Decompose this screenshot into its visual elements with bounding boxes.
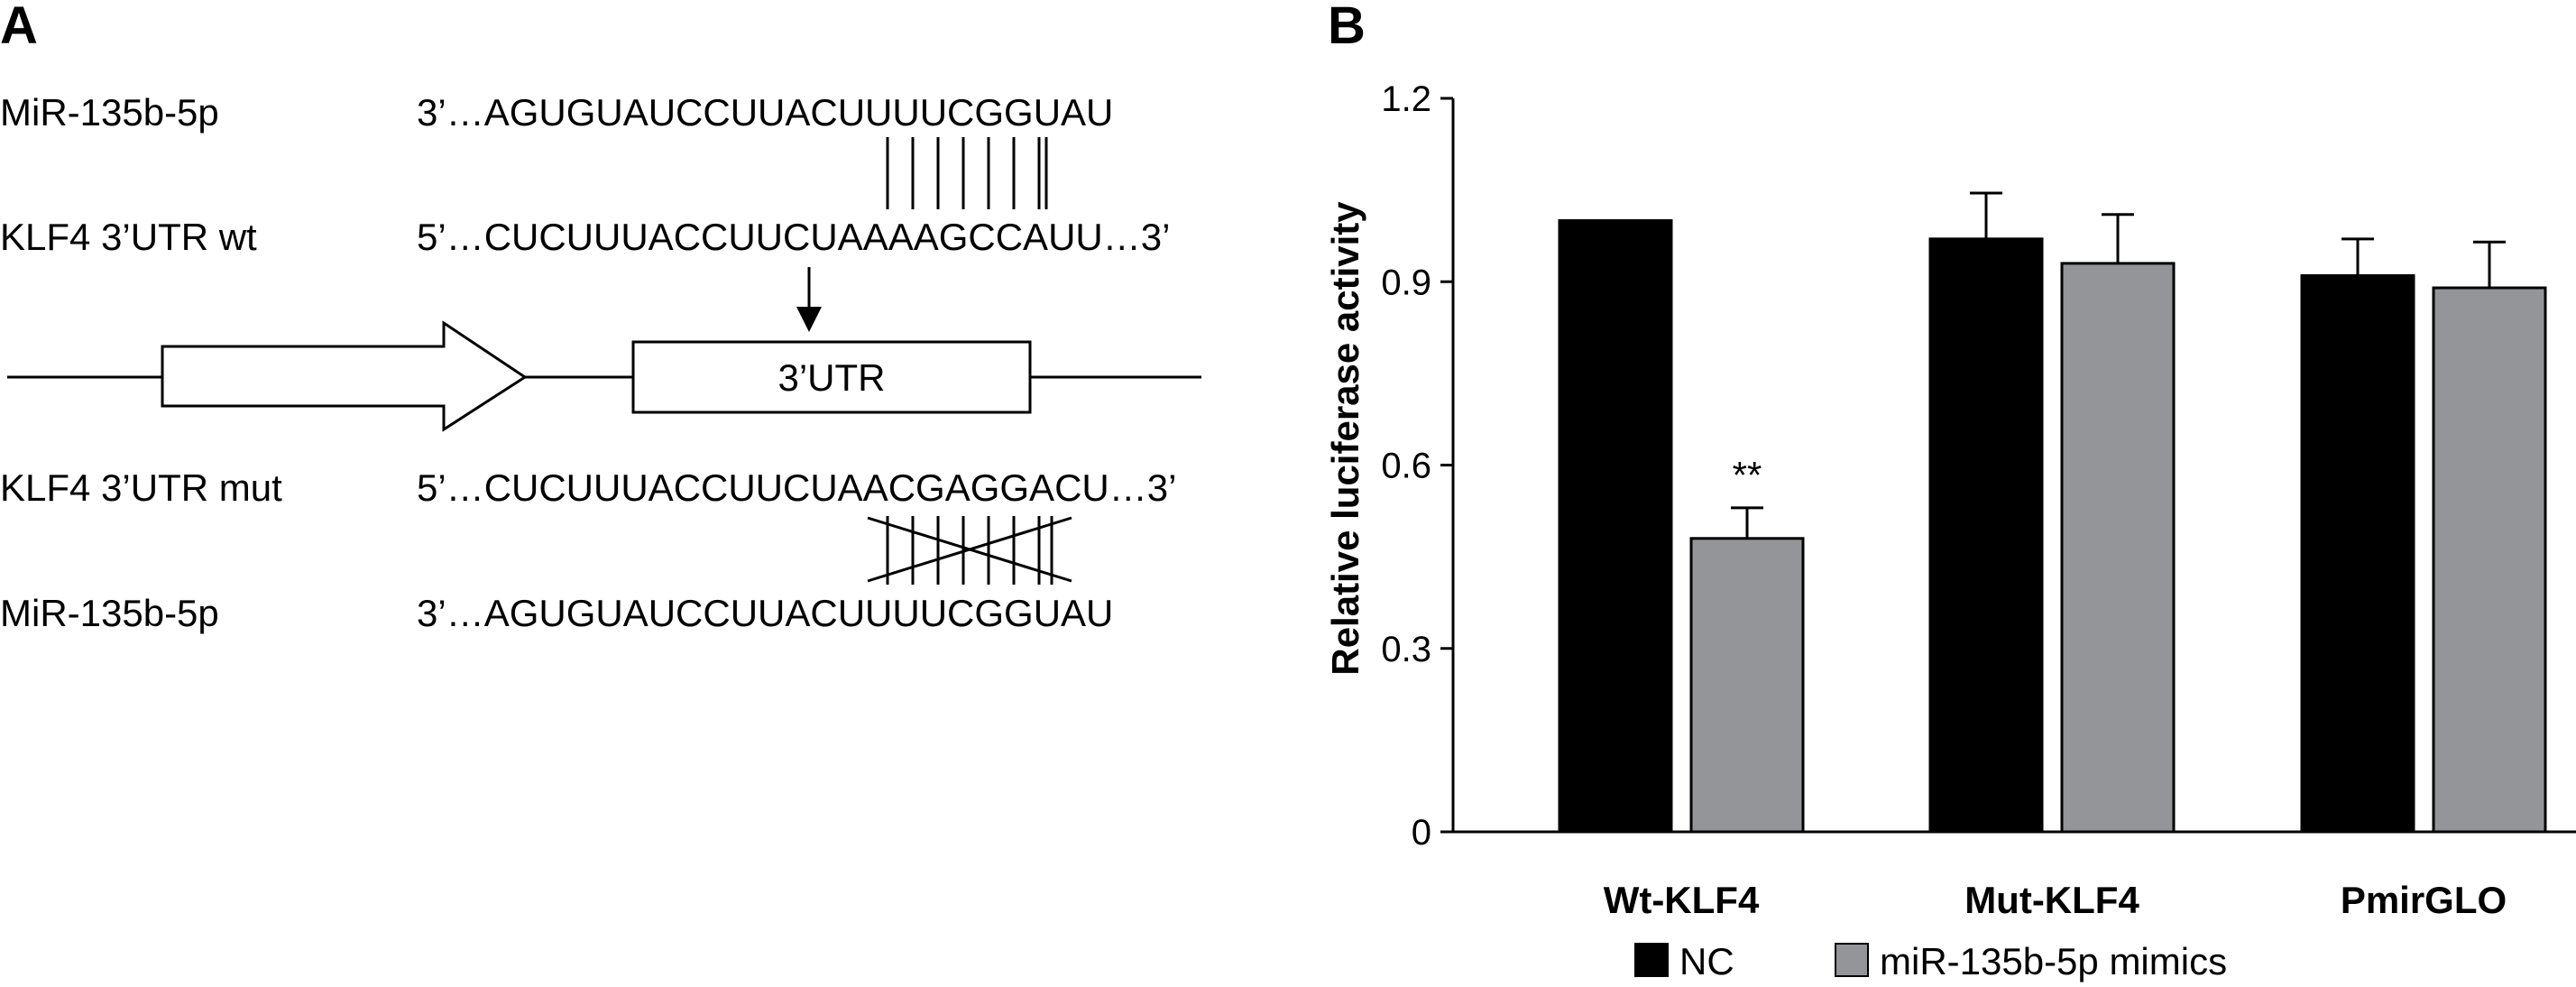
promoter-arrow	[161, 320, 528, 432]
row-3-sequence: 5’…CUCUUUACCUUCUAACGAGGACU…3’	[417, 466, 1176, 509]
panel-a-label: A	[0, 0, 38, 55]
crossed-out-pairing	[867, 516, 1072, 585]
bar	[2432, 286, 2547, 834]
down-arrow	[796, 267, 822, 332]
utr-box	[631, 340, 1032, 414]
row-1-sequence: 3’…AGUGUAUCCUUACUUUUCGGUAU	[417, 91, 1113, 134]
bars: **	[1558, 191, 2547, 834]
panel-a: A MiR-135b-5p 3’…AGUGUAUCCUUACUUUUCGGUAU…	[0, 0, 1201, 634]
base-pairing-lines	[886, 137, 1048, 209]
legend-label-nc: NC	[1679, 940, 1734, 982]
legend: NC miR-135b-5p mimics	[1634, 940, 2227, 982]
row-4-name: MiR-135b-5p	[0, 592, 219, 634]
row-2-name: KLF4 3’UTR wt	[0, 216, 257, 258]
x-category-label: PmirGLO	[2341, 879, 2507, 921]
y-tick-label: 0.9	[1381, 263, 1431, 302]
x-category-label: Wt-KLF4	[1604, 879, 1760, 921]
bar	[2300, 273, 2415, 834]
x-category-label: Mut-KLF4	[1964, 879, 2139, 921]
bar	[1558, 219, 1673, 834]
y-axis-ticks: 0 0.3 0.6 0.9 1.2	[1381, 79, 1453, 853]
panel-b-label: B	[1328, 0, 1366, 55]
bar	[2060, 262, 2176, 834]
row-2-sequence: 5’…CUCUUUACCUUCUAAAAGCCAUU…3’	[417, 216, 1170, 258]
y-tick-label: 0	[1412, 813, 1431, 853]
y-tick-label: 0.6	[1381, 447, 1431, 486]
legend-label-mimics: miR-135b-5p mimics	[1880, 940, 2227, 982]
x-axis-labels: Wt-KLF4 Mut-KLF4 PmirGLO	[1604, 879, 2507, 921]
legend-item-nc: NC	[1634, 940, 1734, 982]
significance-marker: **	[1733, 454, 1762, 496]
panel-b: B Relative luciferase activity 0 0.3 0.6 0.…	[1324, 0, 2576, 982]
y-axis-title: Relative luciferase activity	[1324, 201, 1366, 676]
y-tick-label: 1.2	[1381, 79, 1431, 119]
legend-swatch-nc	[1634, 943, 1669, 977]
bar	[1928, 237, 2044, 834]
construct-diagram: 3’UTR	[7, 320, 1201, 432]
row-3-name: KLF4 3’UTR mut	[0, 466, 282, 509]
legend-swatch-mimics	[1835, 943, 1869, 977]
legend-item-mimics: miR-135b-5p mimics	[1835, 940, 2227, 982]
row-1-name: MiR-135b-5p	[0, 91, 219, 134]
utr-box-label: 3’UTR	[777, 356, 885, 399]
row-4-sequence: 3’…AGUGUAUCCUUACUUUUCGGUAU	[417, 592, 1113, 634]
y-tick-label: 0.3	[1381, 630, 1431, 669]
bar	[1689, 537, 1805, 834]
